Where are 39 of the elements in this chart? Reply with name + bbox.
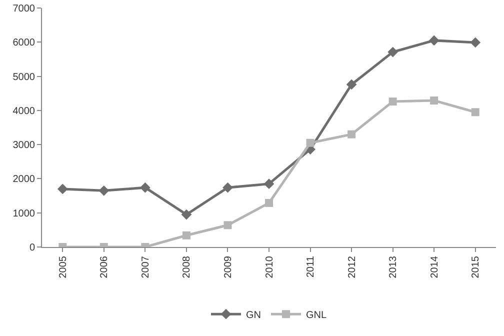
x-tick-label: 2008 — [182, 256, 193, 278]
point — [182, 231, 190, 240]
point — [346, 79, 357, 90]
y-tick-label: 2000 — [12, 174, 36, 186]
point — [470, 37, 481, 48]
y-tick-label: 5000 — [12, 72, 36, 83]
y-tick-label: 6000 — [12, 38, 36, 49]
point — [348, 130, 356, 138]
y-tick-label: 0 — [29, 242, 36, 254]
point — [222, 182, 233, 193]
point — [428, 35, 440, 46]
x-tick-label: 2014 — [429, 256, 440, 278]
point — [98, 185, 110, 196]
point — [57, 184, 68, 194]
point — [471, 108, 480, 116]
x-tick-label: 2009 — [222, 256, 234, 278]
x-tick-label: 2006 — [99, 256, 110, 278]
y-tick-label: 1000 — [12, 208, 36, 220]
x-tick-label: 2010 — [264, 256, 276, 278]
point — [224, 221, 232, 230]
legend-label: GN — [246, 310, 261, 321]
y-tick-label: 7000 — [12, 4, 36, 14]
legend-label: GNL — [306, 310, 327, 321]
y-tick-label: 4000 — [12, 106, 36, 117]
point — [265, 198, 273, 207]
x-tick-label: 2015 — [470, 256, 482, 278]
point — [140, 182, 150, 193]
y-tick-label: 3000 — [12, 140, 36, 152]
x-tick-label: 2011 — [306, 256, 317, 278]
x-tick-label: 2013 — [388, 256, 400, 278]
x-tick-label: 2007 — [140, 256, 152, 278]
x-tick-label: 2012 — [346, 256, 358, 278]
point — [430, 96, 438, 105]
point — [264, 178, 274, 190]
point — [388, 98, 397, 106]
point — [388, 46, 398, 58]
point — [181, 209, 192, 220]
point — [306, 138, 314, 147]
x-tick-label: 2005 — [58, 256, 69, 278]
